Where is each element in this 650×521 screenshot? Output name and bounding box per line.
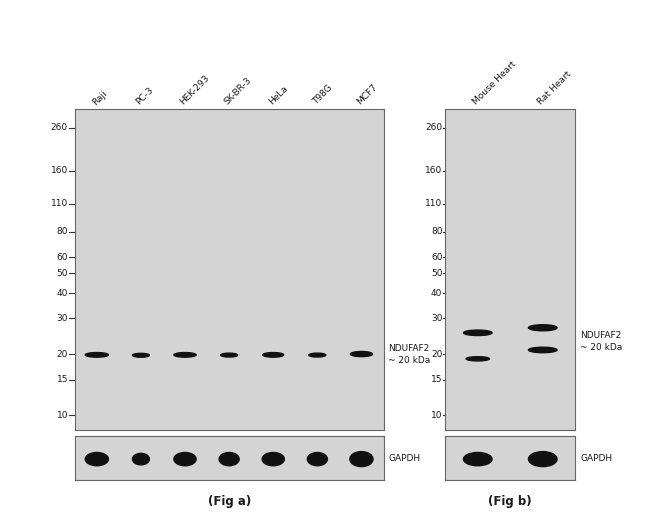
Ellipse shape <box>220 353 238 357</box>
Text: PC-3: PC-3 <box>135 86 155 107</box>
Text: 60: 60 <box>57 253 68 262</box>
Text: 15: 15 <box>431 375 443 384</box>
Text: 30: 30 <box>57 314 68 323</box>
Ellipse shape <box>463 452 492 466</box>
Text: 160: 160 <box>51 166 68 175</box>
Text: 260: 260 <box>425 123 443 132</box>
Ellipse shape <box>528 347 557 353</box>
Ellipse shape <box>133 453 150 465</box>
Ellipse shape <box>309 353 326 357</box>
Text: MCF7: MCF7 <box>355 83 379 107</box>
Text: (Fig b): (Fig b) <box>488 495 532 508</box>
Text: 10: 10 <box>431 411 443 420</box>
Text: 60: 60 <box>431 253 443 262</box>
Ellipse shape <box>85 452 109 466</box>
Text: GAPDH: GAPDH <box>580 454 612 463</box>
Text: GAPDH: GAPDH <box>388 454 421 463</box>
Ellipse shape <box>263 353 284 357</box>
Text: 40: 40 <box>57 289 68 297</box>
Text: Mouse Heart: Mouse Heart <box>471 60 518 107</box>
Text: SK-BR-3: SK-BR-3 <box>223 76 254 107</box>
Text: HEK-293: HEK-293 <box>179 74 212 107</box>
Ellipse shape <box>219 452 239 466</box>
Text: (Fig a): (Fig a) <box>207 495 251 508</box>
Ellipse shape <box>528 452 557 467</box>
Ellipse shape <box>528 325 557 331</box>
Text: 15: 15 <box>57 375 68 384</box>
Ellipse shape <box>133 353 150 357</box>
Ellipse shape <box>307 452 328 466</box>
Text: T98G: T98G <box>311 83 334 107</box>
Text: 110: 110 <box>425 199 443 208</box>
Text: 50: 50 <box>431 269 443 278</box>
Ellipse shape <box>466 357 489 361</box>
Text: NDUFAF2
~ 20 kDa: NDUFAF2 ~ 20 kDa <box>580 331 623 352</box>
Text: 80: 80 <box>57 227 68 237</box>
Text: 80: 80 <box>431 227 443 237</box>
Ellipse shape <box>85 353 109 357</box>
Text: Rat Heart: Rat Heart <box>536 70 573 107</box>
Text: HeLa: HeLa <box>267 84 289 107</box>
Ellipse shape <box>463 330 492 336</box>
Text: Raji: Raji <box>90 89 109 107</box>
Ellipse shape <box>262 452 284 466</box>
Text: 50: 50 <box>57 269 68 278</box>
Ellipse shape <box>174 353 196 357</box>
Text: 20: 20 <box>57 350 68 359</box>
Text: 20: 20 <box>431 350 443 359</box>
Text: 110: 110 <box>51 199 68 208</box>
Ellipse shape <box>350 352 372 356</box>
Text: 10: 10 <box>57 411 68 420</box>
Ellipse shape <box>350 452 373 467</box>
Ellipse shape <box>174 452 196 466</box>
Text: 40: 40 <box>431 289 443 297</box>
Text: NDUFAF2
~ 20 kDa: NDUFAF2 ~ 20 kDa <box>388 344 430 365</box>
Text: 260: 260 <box>51 123 68 132</box>
Text: 160: 160 <box>425 166 443 175</box>
Text: 30: 30 <box>431 314 443 323</box>
